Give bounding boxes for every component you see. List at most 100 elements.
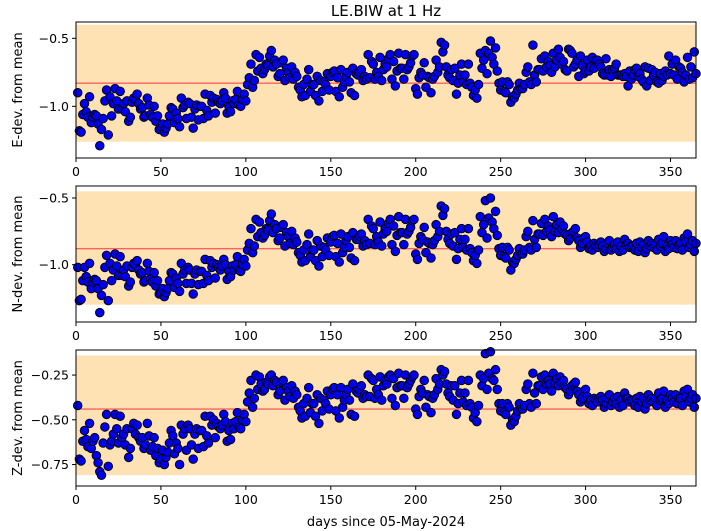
n-data-point [106, 275, 117, 286]
e-data-point [562, 66, 572, 76]
e-data-point [334, 92, 345, 102]
e-data-point [504, 79, 514, 90]
z-data-point [482, 384, 492, 395]
z-data-point [377, 395, 387, 405]
z-data-point [314, 418, 324, 429]
e-data-point [266, 45, 277, 56]
z-data-point [173, 443, 183, 454]
e-data-point [349, 90, 360, 101]
z-x-tick-label: 100 [234, 492, 258, 507]
z-data-point [292, 389, 302, 400]
z-y-axis-label: Z-dev. from mean [11, 360, 26, 476]
z-data-point [225, 434, 236, 445]
n-data-point [103, 295, 114, 306]
n-x-tick-label: 100 [234, 328, 258, 343]
z-data-point [188, 454, 198, 464]
z-data-point [125, 443, 136, 454]
n-y-axis-label: N-dev. from mean [11, 196, 26, 313]
e-data-point [132, 89, 142, 99]
z-points [72, 347, 701, 481]
n-data-point [101, 250, 112, 261]
z-data-point [89, 432, 100, 443]
n-data-point [246, 223, 256, 234]
z-data-point [103, 461, 114, 472]
n-data-point [419, 222, 429, 233]
z-data-point [485, 347, 496, 357]
e-data-point [292, 71, 302, 82]
z-data-point [409, 370, 419, 380]
n-data-point [570, 223, 581, 234]
e-data-point [409, 49, 419, 60]
e-x-tick-label: 100 [234, 164, 258, 179]
n-data-point [266, 209, 277, 219]
n-data-point [439, 203, 450, 214]
e-data-point [95, 141, 105, 151]
z-data-point [689, 402, 700, 413]
n-data-point [490, 206, 501, 217]
z-data-point [460, 388, 470, 398]
e-points [72, 36, 701, 151]
e-data-point [96, 124, 107, 135]
n-data-point [349, 255, 360, 266]
z-data-point [504, 402, 514, 413]
z-data-point [412, 409, 423, 420]
n-data-point [84, 258, 95, 269]
e-y-tick-label: −0.5 [39, 31, 69, 46]
z-x-tick-label: 250 [489, 492, 513, 507]
e-data-point [412, 89, 423, 99]
z-data-point [570, 377, 581, 387]
e-data-point [482, 68, 492, 79]
z-y-tick-label: −0.75 [31, 457, 69, 472]
n-data-point [96, 290, 107, 301]
n-data-point [368, 223, 379, 234]
n-data-point [485, 193, 496, 203]
z-data-point [123, 452, 134, 463]
n-data-point [390, 246, 401, 257]
e-data-point [473, 79, 484, 90]
e-data-point [103, 130, 114, 140]
e-data-point [149, 101, 159, 112]
z-data-point [439, 366, 450, 377]
e-data-point [478, 55, 489, 65]
z-data-point [334, 413, 345, 423]
z-x-tick-label: 0 [72, 492, 80, 507]
n-data-point [174, 286, 185, 297]
n-data-point [249, 241, 260, 251]
e-data-point [689, 47, 700, 57]
z-data-point [93, 457, 103, 468]
e-data-point [72, 87, 83, 98]
z-data-point [473, 400, 484, 411]
n-x-tick-label: 350 [659, 328, 683, 343]
n-y-tick-label: −1.0 [39, 257, 69, 272]
z-data-point [247, 402, 258, 413]
z-y-tick-label: −0.50 [31, 412, 69, 427]
e-x-tick-label: 50 [153, 164, 169, 179]
n-data-point [254, 217, 265, 227]
n-data-point [278, 219, 288, 230]
e-data-point [390, 81, 401, 91]
n-data-point [528, 215, 538, 226]
e-data-point [278, 55, 288, 65]
e-data-point [553, 44, 564, 54]
e-data-point [528, 40, 538, 50]
n-data-point [95, 307, 105, 318]
e-data-point [174, 121, 185, 132]
n-data-point [142, 258, 153, 269]
z-x-tick-label: 50 [153, 492, 169, 507]
e-data-point [664, 51, 674, 61]
z-x-tick-label: 200 [404, 492, 428, 507]
e-data-point [152, 111, 163, 121]
z-data-point [142, 418, 153, 429]
z-data-point [79, 425, 90, 436]
e-data-point [246, 59, 256, 69]
e-y-tick-label: −1.0 [39, 99, 69, 114]
n-data-point [504, 245, 514, 255]
z-data-point [84, 418, 95, 429]
z-y-tick-label: −0.25 [31, 368, 69, 383]
z-data-point [390, 400, 401, 411]
z-x-tick-label: 350 [659, 492, 683, 507]
n-x-tick-label: 50 [153, 328, 169, 343]
e-data-point [451, 89, 462, 99]
n-points [72, 193, 701, 318]
n-data-point [334, 257, 345, 267]
